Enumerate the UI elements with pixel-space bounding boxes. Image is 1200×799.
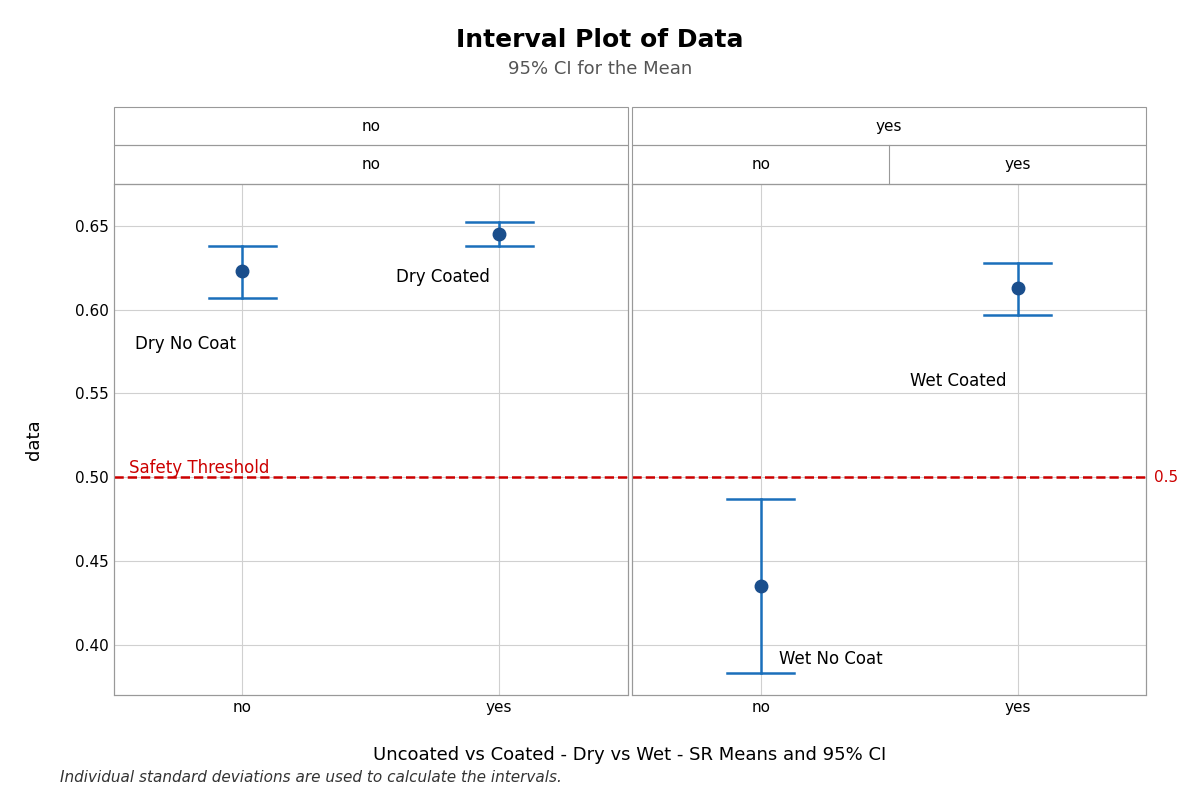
Text: Dry No Coat: Dry No Coat xyxy=(134,335,235,352)
Text: yes: yes xyxy=(876,119,902,133)
Text: Interval Plot of Data: Interval Plot of Data xyxy=(456,28,744,52)
Text: Dry Coated: Dry Coated xyxy=(396,268,491,285)
Text: no: no xyxy=(751,157,770,172)
Text: 0.5: 0.5 xyxy=(1154,470,1178,485)
Text: Safety Threshold: Safety Threshold xyxy=(130,459,270,477)
Text: Wet Coated: Wet Coated xyxy=(910,372,1007,390)
Text: no: no xyxy=(361,157,380,172)
Text: Wet No Coat: Wet No Coat xyxy=(779,650,882,668)
Text: Individual standard deviations are used to calculate the intervals.: Individual standard deviations are used … xyxy=(60,769,562,785)
Text: data: data xyxy=(24,419,43,459)
Text: 95% CI for the Mean: 95% CI for the Mean xyxy=(508,60,692,78)
Text: yes: yes xyxy=(1004,157,1031,172)
Text: no: no xyxy=(361,119,380,133)
Text: Uncoated vs Coated - Dry vs Wet - SR Means and 95% CI: Uncoated vs Coated - Dry vs Wet - SR Mea… xyxy=(373,746,887,764)
